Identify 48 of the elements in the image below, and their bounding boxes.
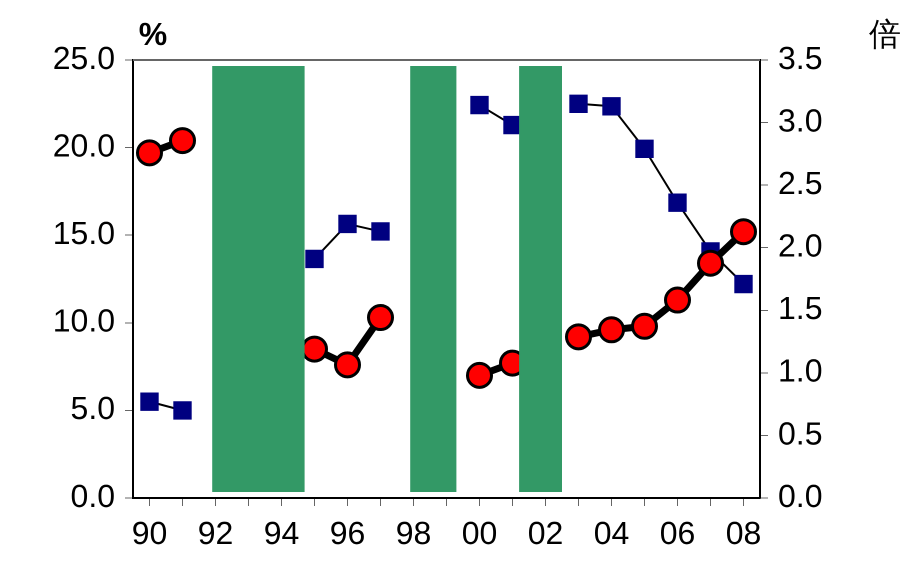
- point: [371, 222, 390, 241]
- x-tick-label: 98: [396, 515, 432, 552]
- x-tick-label: 08: [726, 515, 762, 552]
- point: [569, 94, 588, 113]
- y-tick-label: 5.0: [70, 390, 115, 426]
- point: [173, 401, 192, 420]
- y2-tick-label: 3.0: [778, 102, 822, 138]
- point: [338, 214, 357, 234]
- point: [602, 97, 621, 116]
- x-tick-label: 96: [330, 515, 366, 552]
- y2-tick-label: 0.0: [778, 478, 822, 514]
- y-tick-label: 0.0: [70, 478, 115, 514]
- point: [334, 351, 361, 378]
- point: [140, 392, 159, 411]
- y-tick-label: 20.0: [52, 127, 115, 164]
- point: [635, 140, 654, 158]
- x-tick-label: 02: [528, 515, 564, 552]
- y2-tick-label: 2.0: [778, 228, 822, 264]
- point: [730, 218, 757, 246]
- x-tick-label: 04: [594, 515, 630, 552]
- y-tick-label: 15.0: [52, 215, 115, 252]
- point: [305, 250, 324, 268]
- point: [470, 96, 489, 114]
- y-tick-label: 10.0: [52, 302, 115, 339]
- point: [466, 362, 493, 389]
- y-tick-label: 25.0: [52, 40, 115, 76]
- y2-tick-label: 0.5: [778, 415, 822, 452]
- y2-tick-label: 2.5: [778, 164, 822, 201]
- y2-tick-label: 1.5: [778, 290, 822, 326]
- point: [565, 323, 592, 350]
- x-tick-label: 94: [264, 515, 300, 552]
- point: [598, 316, 625, 344]
- x-tick-label: 00: [462, 515, 498, 552]
- x-tick-label: 92: [198, 515, 234, 552]
- point: [169, 127, 196, 154]
- y2-axis-title: 倍: [869, 16, 901, 52]
- x-tick-label: 90: [132, 515, 168, 552]
- point: [367, 304, 394, 332]
- y-axis-title: %: [138, 16, 168, 52]
- x-tick-label: 06: [660, 515, 696, 552]
- point: [734, 274, 753, 294]
- point: [136, 139, 163, 166]
- y2-tick-label: 3.5: [778, 40, 822, 76]
- y2-tick-label: 1.0: [778, 352, 822, 389]
- point: [664, 286, 691, 314]
- point: [668, 193, 687, 212]
- point: [631, 312, 658, 340]
- point: [697, 250, 724, 277]
